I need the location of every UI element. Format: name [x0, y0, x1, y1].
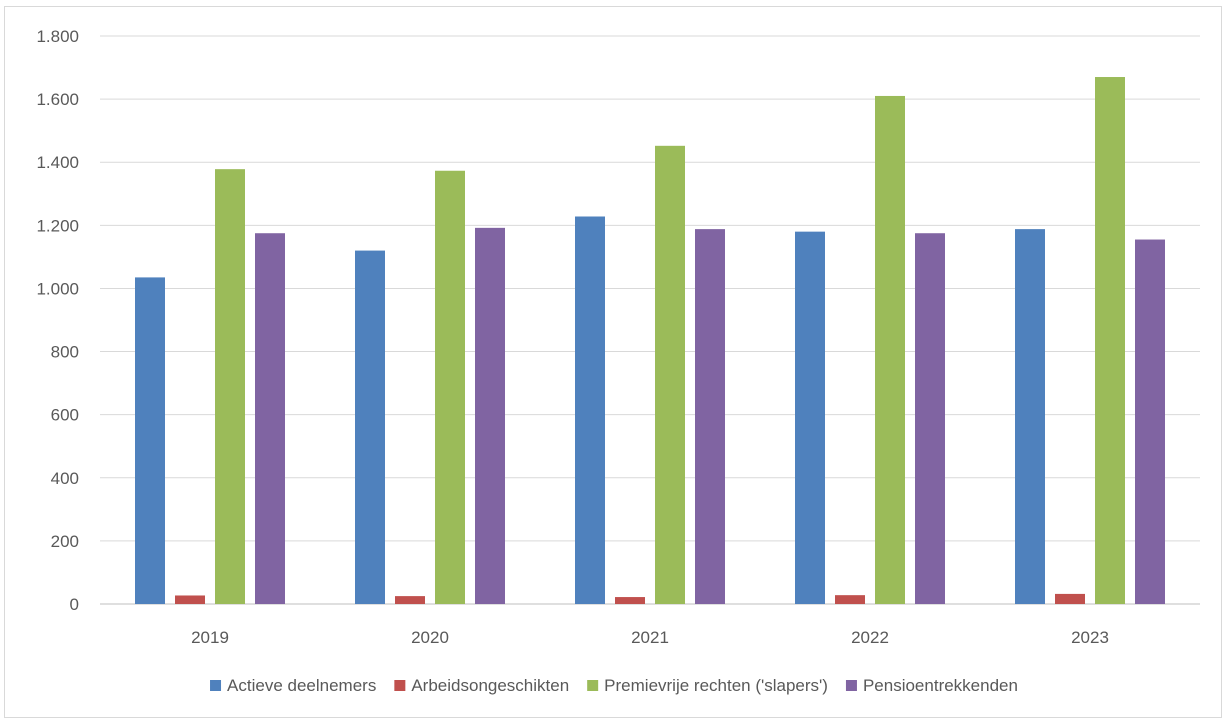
x-tick-label: 2022: [851, 628, 889, 647]
bar-actieve-deelnemers-2023: [1015, 229, 1045, 604]
bar-arbeidsongeschikten-2021: [615, 597, 645, 604]
bar-premievrije-rechten-slapers-2020: [435, 170, 465, 604]
y-tick-label: 1.400: [36, 153, 79, 172]
y-tick-label: 1.200: [36, 216, 79, 235]
y-tick-label: 600: [51, 406, 79, 425]
y-tick-label: 200: [51, 532, 79, 551]
bar-premievrije-rechten-slapers-2019: [215, 169, 245, 605]
x-tick-label: 2021: [631, 628, 669, 647]
legend-swatch: [210, 680, 222, 691]
legend-item: Actieve deelnemers: [210, 676, 376, 695]
legend: Actieve deelnemers Arbeidsongeschikten Pre…: [210, 676, 1018, 695]
legend-item: Premievrije rechten ('slapers'): [587, 676, 828, 695]
bar-premievrije-rechten-slapers-2023: [1095, 77, 1125, 605]
y-tick-label: 800: [51, 343, 79, 362]
x-tick-label: 2020: [411, 628, 449, 647]
y-tick-label: 400: [51, 469, 79, 488]
bar-pensioentrekkenden-2019: [255, 233, 285, 604]
bar-actieve-deelnemers-2021: [575, 216, 605, 604]
bar-pensioentrekkenden-2020: [475, 227, 505, 604]
y-tick-label: 1.800: [36, 27, 79, 46]
y-tick-label: 1.600: [36, 90, 79, 109]
legend-item: Arbeidsongeschikten: [394, 676, 569, 695]
legend-label: Arbeidsongeschikten: [411, 676, 569, 695]
bar-actieve-deelnemers-2020: [355, 250, 385, 605]
bar-pensioentrekkenden-2023: [1135, 239, 1165, 605]
x-tick-label: 2019: [191, 628, 229, 647]
y-tick-label: 0: [70, 595, 79, 614]
bar-pensioentrekkenden-2021: [695, 229, 725, 604]
legend-swatch: [394, 680, 406, 691]
bar-actieve-deelnemers-2019: [135, 277, 165, 604]
y-tick-label: 1.000: [36, 279, 79, 298]
legend-label: Actieve deelnemers: [227, 676, 376, 695]
bars: [135, 77, 1165, 605]
x-axis-ticks: 2019 2020 2021 2022 2023: [191, 628, 1109, 647]
bar-arbeidsongeschikten-2020: [395, 596, 425, 604]
legend-item: Pensioentrekkenden: [845, 676, 1018, 695]
bar-actieve-deelnemers-2022: [795, 231, 825, 604]
bar-arbeidsongeschikten-2019: [175, 595, 205, 604]
bar-premievrije-rechten-slapers-2022: [875, 95, 905, 604]
bar-pensioentrekkenden-2022: [915, 233, 945, 604]
bar-arbeidsongeschikten-2023: [1055, 593, 1085, 604]
legend-label: Pensioentrekkenden: [863, 676, 1018, 695]
legend-label: Premievrije rechten ('slapers'): [604, 676, 828, 695]
bar-arbeidsongeschikten-2022: [835, 595, 865, 604]
y-axis-ticks: 0 200 400 600 800 1.000 1.200 1.400 1.600 1.800: [36, 27, 79, 614]
legend-swatch: [587, 680, 599, 691]
x-tick-label: 2023: [1071, 628, 1109, 647]
legend-swatch: [845, 680, 857, 691]
bar-premievrije-rechten-slapers-2021: [655, 145, 685, 604]
